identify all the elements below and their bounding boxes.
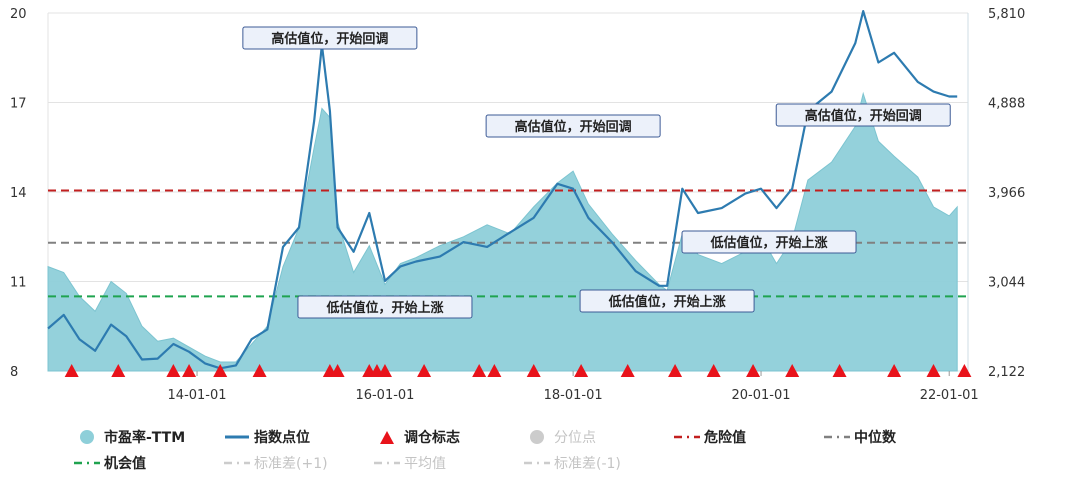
rebalance-marker: [330, 364, 345, 377]
annotation-text: 低估值位，开始上涨: [710, 235, 828, 251]
legend-item-label: 标准差(+1): [254, 456, 328, 472]
rebalance-marker: [487, 364, 502, 377]
legend-item[interactable]: 指数点位: [222, 427, 372, 447]
annotation-callout: 低估值位，开始上涨: [579, 289, 755, 313]
x-tick-label: 20-01-01: [732, 388, 791, 403]
annotation-box: [579, 289, 755, 313]
legend-item[interactable]: 调仓标志: [372, 427, 522, 447]
left-tick-label: 17: [10, 97, 27, 112]
annotation-callout: 低估值位，开始上涨: [297, 295, 473, 319]
annotation-box: [775, 103, 951, 127]
legend-item[interactable]: 机会值: [72, 453, 222, 473]
left-tick-label: 11: [10, 276, 27, 291]
annotation-text: 低估值位，开始上涨: [325, 300, 443, 316]
right-tick-label: 4,888: [988, 97, 1025, 112]
rebalance-marker: [472, 364, 487, 377]
x-tick-label: 22-01-01: [920, 388, 979, 403]
annotation-text: 低估值位，开始上涨: [608, 294, 726, 310]
rebalance-marker: [252, 364, 267, 377]
right-tick-label: 5,810: [988, 7, 1025, 22]
annotation-callout: 高估值位，开始回调: [485, 114, 661, 138]
x-tick-label: 16-01-01: [355, 388, 414, 403]
rebalance-marker: [620, 364, 635, 377]
right-tick-label: 3,966: [988, 186, 1025, 201]
x-tick-label: 18-01-01: [544, 388, 603, 403]
annotation-text: 高估值位，开始回调: [515, 119, 632, 135]
rebalance-marker: [417, 364, 432, 377]
rebalance-marker: [182, 364, 197, 377]
left-tick-label: 8: [10, 365, 18, 380]
annotation-text: 高估值位，开始回调: [271, 31, 388, 47]
x-tick-label: 14-01-01: [168, 388, 227, 403]
chart-legend: 市盈率-TTM 指数点位 调仓标志 分位点 危险值 中位数 机会值 标准差(+1) 平均值 标准…: [72, 424, 1052, 476]
rebalance-marker: [111, 364, 126, 377]
signal-markers-layer: [64, 364, 972, 377]
legend-row: 市盈率-TTM 指数点位 调仓标志 分位点 危险值 中位数: [72, 424, 1052, 450]
annotation-box: [485, 114, 661, 138]
legend-item-label: 机会值: [104, 456, 146, 472]
legend-row: 机会值 标准差(+1) 平均值 标准差(-1): [72, 450, 1052, 476]
left-tick-label: 14: [10, 186, 27, 201]
annotations-layer: 高估值位，开始回调低估值位，开始上涨高估值位，开始回调低估值位，开始上涨低估值位…: [242, 26, 951, 319]
rebalance-marker: [957, 364, 972, 377]
rebalance-marker: [706, 364, 721, 377]
annotation-box: [681, 230, 857, 254]
legend-item[interactable]: 危险值: [672, 427, 822, 447]
legend-item[interactable]: 平均值: [372, 453, 522, 473]
right-tick-label: 3,044: [988, 276, 1025, 291]
legend-item-label: 市盈率-TTM: [104, 430, 186, 446]
rebalance-marker: [166, 364, 181, 377]
annotation-box: [297, 295, 473, 319]
annotation-box: [242, 26, 418, 50]
legend-item[interactable]: 标准差(-1): [522, 453, 672, 473]
legend-item[interactable]: 市盈率-TTM: [72, 427, 222, 447]
annotation-callout: 高估值位，开始回调: [775, 103, 951, 127]
rebalance-marker: [785, 364, 800, 377]
rebalance-marker: [64, 364, 79, 377]
left-tick-label: 20: [10, 7, 27, 22]
axes-layer: 8 11 14 17 20 2,122 3,044 3,966 4,888 5,810 14-01-…: [10, 7, 1025, 403]
annotation-text: 高估值位，开始回调: [805, 108, 922, 124]
right-tick-label: 2,122: [988, 365, 1025, 380]
legend-item-label: 指数点位: [254, 430, 310, 446]
pe-index-chart: 8 11 14 17 20 2,122 3,044 3,966 4,888 5,810 14-01-…: [10, 7, 1025, 403]
legend-item-label: 平均值: [404, 456, 446, 472]
rebalance-marker: [887, 364, 902, 377]
reference-lines-layer: [48, 189, 968, 298]
rebalance-marker: [668, 364, 683, 377]
legend-item-label: 中位数: [854, 430, 896, 446]
legend-item-label: 调仓标志: [404, 430, 460, 446]
rebalance-marker: [926, 364, 941, 377]
annotation-callout: 低估值位，开始上涨: [681, 230, 857, 254]
legend-item[interactable]: 中位数: [822, 427, 972, 447]
rebalance-marker: [526, 364, 541, 377]
legend-item-label: 标准差(-1): [554, 456, 621, 472]
rebalance-marker: [832, 364, 847, 377]
legend-item[interactable]: 标准差(+1): [222, 453, 372, 473]
legend-item-label: 危险值: [704, 430, 746, 446]
rebalance-marker: [377, 364, 392, 377]
rebalance-marker: [213, 364, 228, 377]
legend-item-label: 分位点: [554, 430, 596, 446]
annotation-callout: 高估值位，开始回调: [242, 26, 418, 50]
rebalance-marker: [746, 364, 761, 377]
legend-item[interactable]: 分位点: [522, 427, 672, 447]
rebalance-marker: [574, 364, 589, 377]
